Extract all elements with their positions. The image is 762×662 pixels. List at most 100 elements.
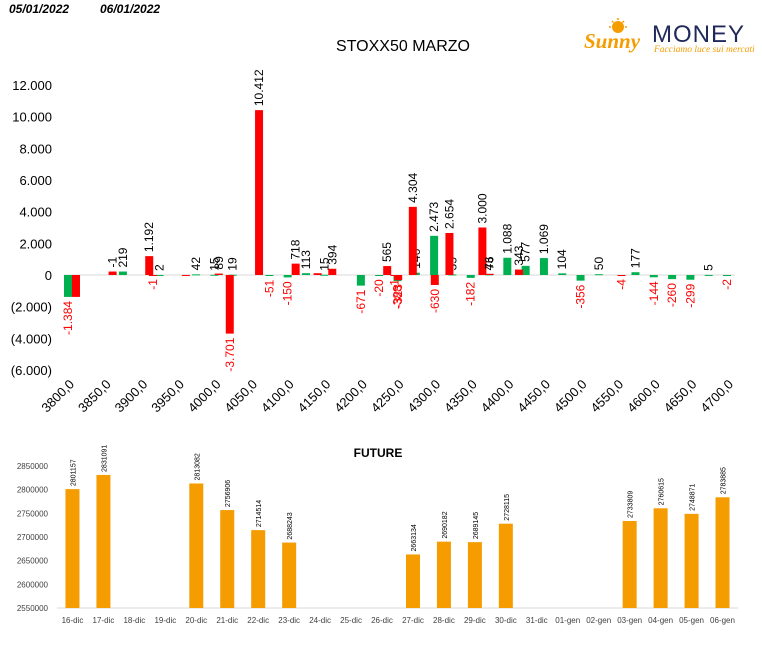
future-x-tick-label: 22-dic <box>247 616 269 625</box>
date-right: 06/01/2022 <box>100 2 161 16</box>
red-bar <box>214 273 223 275</box>
future-bar-label: 2690182 <box>442 511 449 538</box>
y-tick-label: (2.000) <box>11 300 52 315</box>
green-bar <box>210 274 219 276</box>
red-bar-label: -630 <box>428 289 442 313</box>
green-bar-label: -671 <box>354 289 368 313</box>
y-tick-label: 10.000 <box>12 110 52 125</box>
y-tick-label: 2.000 <box>19 236 52 251</box>
green-bar <box>356 275 365 286</box>
green-bar <box>521 265 530 275</box>
green-bar-label: -20 <box>372 279 386 297</box>
green-bar <box>430 235 439 275</box>
red-bar-label: 1.192 <box>142 222 156 252</box>
future-bar <box>220 510 235 608</box>
y-tick-label: 12.000 <box>12 78 52 93</box>
red-bar <box>145 256 154 275</box>
green-bar <box>320 274 329 276</box>
green-bar-label: -182 <box>464 282 478 306</box>
future-bar <box>189 483 204 608</box>
red-bar <box>313 273 322 275</box>
green-bar-label: 2 <box>153 264 167 271</box>
green-bar <box>283 275 292 278</box>
red-bar-label: -323 <box>391 284 405 308</box>
red-bar-label: -4 <box>615 279 629 290</box>
future-bar-label: 2813082 <box>194 453 201 480</box>
green-bar-label: -388 <box>391 285 405 309</box>
future-x-tick-label: 01-gen <box>555 616 580 625</box>
chart2-title: FUTURE <box>354 446 403 460</box>
green-bar-label: 50 <box>592 257 606 271</box>
red-bar <box>408 206 417 275</box>
future-bar <box>251 530 266 608</box>
green-bar-label: 15 <box>207 257 221 271</box>
red-bar-label: 718 <box>289 239 303 259</box>
green-bar <box>704 274 713 276</box>
red-bar <box>485 273 494 275</box>
future-bar-label: 2733809 <box>628 491 635 518</box>
future-bar-label: 2689145 <box>473 512 480 539</box>
green-bar-label: -2 <box>720 279 734 290</box>
red-bar <box>430 275 439 285</box>
future-x-tick-label: 02-gen <box>586 616 611 625</box>
future-bar <box>622 520 637 608</box>
red-bar-label: 76 <box>483 256 497 270</box>
green-bar <box>576 275 585 281</box>
future-x-tick-label: 24-dic <box>309 616 331 625</box>
green-bar <box>64 275 72 297</box>
future-bar <box>653 508 668 608</box>
red-bar-label: 4.304 <box>406 172 420 202</box>
green-bar-label: 19 <box>226 257 240 271</box>
red-bar-label: -1 <box>146 279 160 290</box>
y-tick-label: 4.000 <box>19 205 52 220</box>
green-bar <box>265 275 274 276</box>
green-bar-label: -260 <box>665 283 679 307</box>
logo-tagline: Facciamo luce sui mercati <box>653 45 755 55</box>
green-bar-label: 1.088 <box>500 223 514 253</box>
future-bar <box>96 474 111 608</box>
red-bar-label: 343 <box>512 245 526 265</box>
green-bar-label: 219 <box>116 247 130 267</box>
red-bar <box>478 227 487 275</box>
future-bar <box>436 541 451 608</box>
green-bar-label: 15 <box>317 257 331 271</box>
green-bar <box>155 274 164 276</box>
green-bar <box>503 257 512 275</box>
future-x-tick-label: 04-gen <box>648 616 673 625</box>
red-bar-label: 10.412 <box>252 69 266 106</box>
future-x-tick-label: 17-dic <box>93 616 115 625</box>
future-x-tick-label: 21-dic <box>216 616 238 625</box>
future-y-tick-label: 2800000 <box>17 486 49 495</box>
green-bar-label: -299 <box>683 283 697 307</box>
green-bar <box>594 274 603 276</box>
future-x-tick-label: 16-dic <box>62 616 84 625</box>
green-bar <box>192 274 201 276</box>
future-x-tick-label: 25-dic <box>340 616 362 625</box>
future-bar-label: 2783885 <box>721 467 728 494</box>
chart1-title: STOXX50 MARZO <box>336 38 470 55</box>
future-bar <box>282 542 297 608</box>
red-bar <box>445 232 454 275</box>
future-bar-label: 2831091 <box>101 445 108 472</box>
red-bar <box>617 275 626 276</box>
date-left: 05/01/2022 <box>9 2 70 16</box>
sun-icon <box>609 18 627 33</box>
future-x-tick-label: 23-dic <box>278 616 300 625</box>
future-bar-label: 2801157 <box>70 459 77 486</box>
green-bar <box>558 273 567 275</box>
future-bar-label: 2663134 <box>411 524 418 551</box>
future-x-tick-label: 31-dic <box>526 616 548 625</box>
future-y-tick-label: 2700000 <box>17 533 49 542</box>
green-bar-label: -144 <box>647 281 661 305</box>
future-y-tick-label: 2550000 <box>17 604 49 613</box>
green-bar-label: 104 <box>555 249 569 269</box>
red-bar-label: 565 <box>380 242 394 262</box>
green-bar-label: 42 <box>189 257 203 271</box>
future-x-tick-label: 19-dic <box>154 616 176 625</box>
future-x-tick-label: 27-dic <box>402 616 424 625</box>
y-tick-label: 6.000 <box>19 173 52 188</box>
green-bar <box>466 275 475 278</box>
future-bar-label: 2728115 <box>504 494 511 521</box>
red-bar <box>328 268 337 275</box>
y-tick-label: 8.000 <box>19 141 52 156</box>
